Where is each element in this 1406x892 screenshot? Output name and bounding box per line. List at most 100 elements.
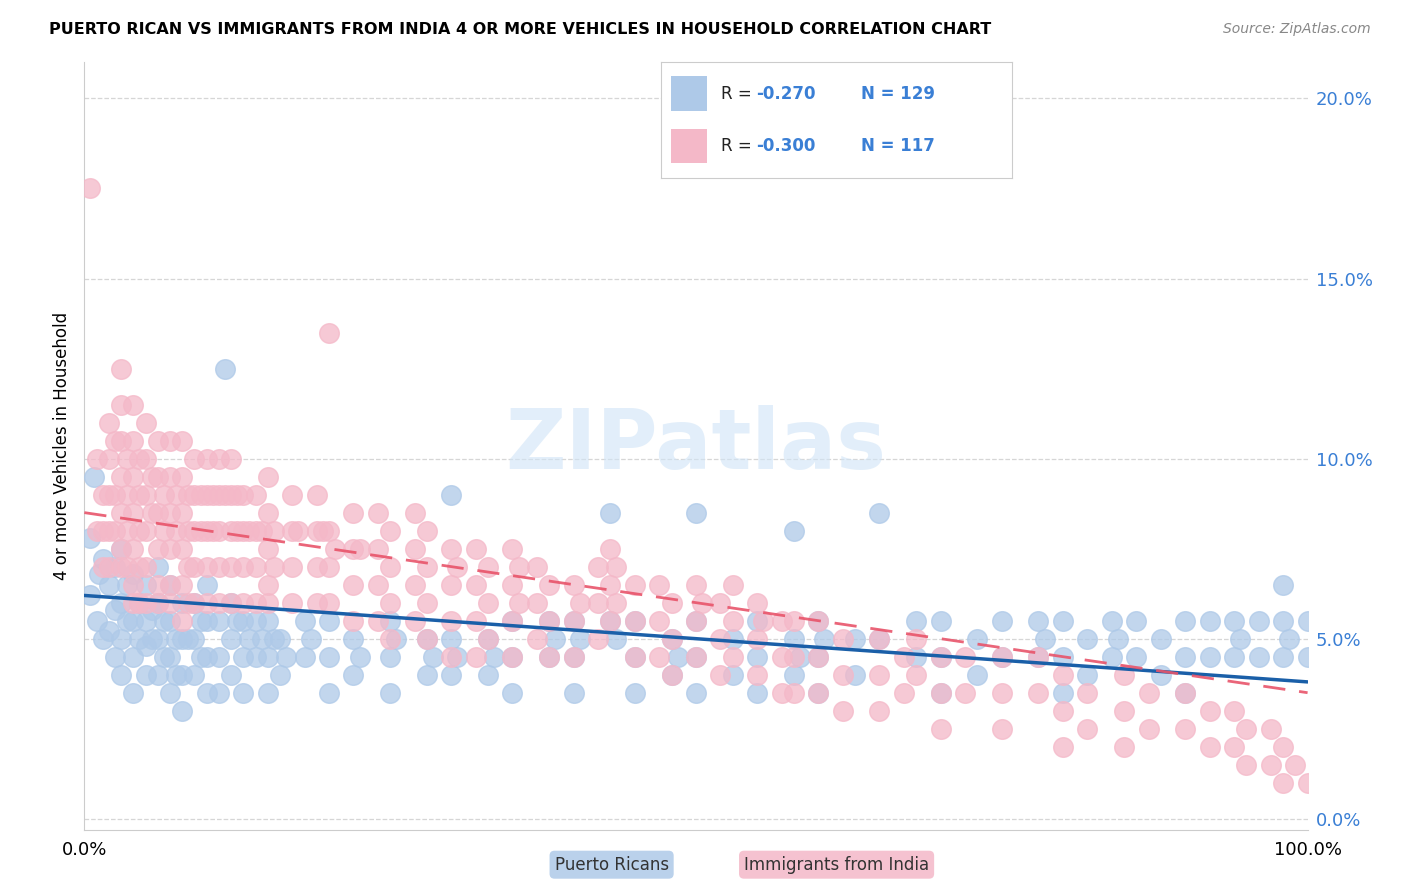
Point	[135, 614, 157, 628]
Point	[195, 559, 218, 574]
Point	[195, 686, 218, 700]
Point	[747, 596, 769, 610]
Point	[165, 524, 187, 538]
Point	[159, 686, 181, 700]
Point	[568, 632, 591, 646]
Point	[624, 649, 647, 664]
Point	[146, 469, 169, 483]
Point	[953, 649, 976, 664]
Point	[97, 559, 120, 574]
Point	[953, 686, 976, 700]
Point	[91, 488, 114, 502]
Point	[404, 614, 426, 628]
Point	[709, 632, 731, 646]
Point	[624, 686, 647, 700]
Point	[464, 541, 486, 556]
Point	[281, 559, 304, 574]
Point	[586, 596, 609, 610]
Point	[208, 451, 231, 466]
Point	[813, 632, 835, 646]
Point	[446, 649, 468, 664]
Point	[770, 686, 793, 700]
Point	[159, 541, 181, 556]
Point	[104, 603, 127, 617]
Point	[869, 632, 891, 646]
Point	[538, 614, 561, 628]
Point	[416, 524, 439, 538]
Y-axis label: 4 or more Vehicles in Household: 4 or more Vehicles in Household	[53, 312, 72, 580]
Point	[146, 506, 169, 520]
Point	[367, 541, 389, 556]
Point	[544, 632, 567, 646]
Point	[135, 577, 157, 591]
Point	[624, 614, 647, 628]
Point	[440, 632, 463, 646]
Point	[318, 686, 340, 700]
Point	[648, 649, 671, 664]
Point	[323, 541, 346, 556]
Point	[153, 524, 176, 538]
Point	[562, 649, 585, 664]
Point	[1198, 704, 1220, 718]
Point	[807, 686, 830, 700]
Point	[110, 506, 132, 520]
Point	[122, 398, 145, 412]
Point	[257, 686, 280, 700]
Point	[318, 524, 340, 538]
Point	[807, 686, 830, 700]
Point	[110, 469, 132, 483]
Point	[831, 667, 853, 681]
Point	[367, 506, 389, 520]
Point	[97, 624, 120, 639]
Point	[661, 632, 683, 646]
Point	[146, 596, 169, 610]
Point	[110, 559, 132, 574]
Point	[1174, 686, 1197, 700]
Point	[929, 686, 952, 700]
Point	[294, 649, 316, 664]
Point	[416, 596, 439, 610]
Point	[238, 524, 260, 538]
Point	[318, 326, 340, 340]
Point	[122, 541, 145, 556]
Text: N = 129: N = 129	[860, 85, 935, 103]
Point	[464, 577, 486, 591]
Point	[104, 559, 127, 574]
Point	[110, 361, 132, 376]
Point	[245, 614, 267, 628]
Point	[783, 649, 806, 664]
Point	[195, 577, 218, 591]
Bar	[671, 77, 706, 112]
Point	[342, 577, 364, 591]
Point	[305, 559, 328, 574]
Point	[464, 649, 486, 664]
Point	[263, 559, 285, 574]
Point	[232, 559, 254, 574]
Point	[380, 614, 402, 628]
Point	[250, 632, 273, 646]
Point	[770, 649, 793, 664]
Point	[232, 686, 254, 700]
Point	[97, 488, 120, 502]
Point	[1076, 667, 1098, 681]
Point	[1247, 614, 1270, 628]
Point	[110, 632, 132, 646]
Point	[153, 488, 176, 502]
Point	[318, 649, 340, 664]
Point	[349, 541, 371, 556]
Point	[404, 541, 426, 556]
Point	[146, 577, 169, 591]
Point	[141, 603, 163, 617]
Point	[807, 649, 830, 664]
Point	[538, 649, 561, 664]
Point	[208, 488, 231, 502]
Point	[122, 596, 145, 610]
Point	[115, 488, 138, 502]
Point	[1272, 614, 1295, 628]
Point	[208, 524, 231, 538]
Point	[568, 596, 591, 610]
Point	[115, 524, 138, 538]
Point	[1278, 632, 1301, 646]
Point	[1223, 704, 1246, 718]
Point	[416, 632, 439, 646]
